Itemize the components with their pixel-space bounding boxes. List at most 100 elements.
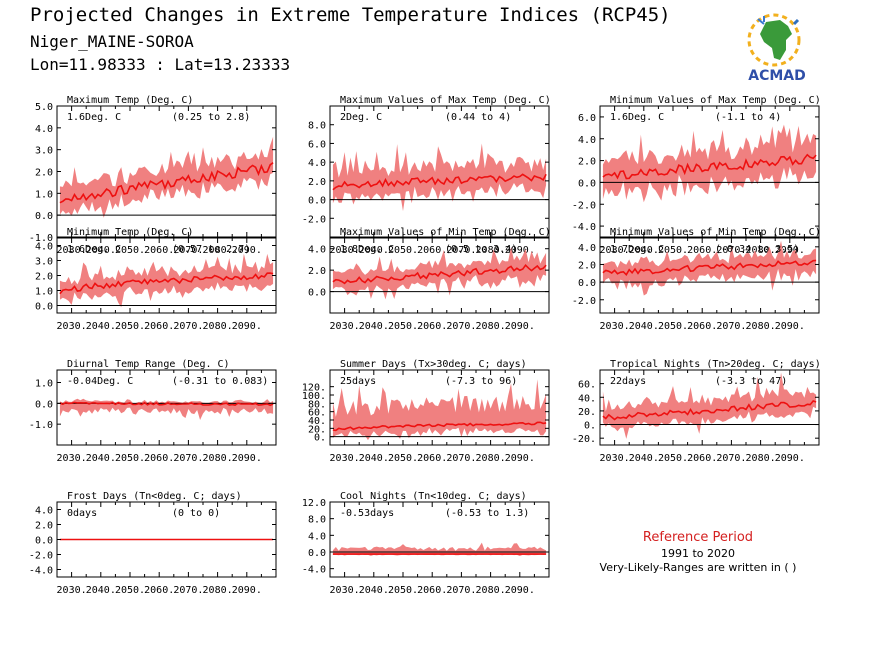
panel-title: Cool Nights (Tn<10deg. C; days) (340, 491, 527, 502)
x-tick-label: 2030. (57, 245, 87, 256)
y-tick-label: -2.0 (29, 551, 53, 562)
range-label: (-1.1 to 4) (715, 112, 781, 123)
range-label: (0.5 to 3.4) (445, 244, 517, 255)
x-tick-label: 2080. (476, 585, 506, 596)
reference-period-years: 1991 to 2020 (660, 547, 736, 560)
x-tick-label: 2050. (115, 453, 145, 464)
y-tick-label: 6.0 (308, 139, 326, 150)
x-tick-label: 2040. (86, 321, 116, 332)
y-tick-label: -2.0 (302, 214, 326, 225)
y-tick-label: 60. (578, 380, 596, 391)
y-tick-label: 0.0 (35, 536, 53, 547)
x-tick-label: 2030. (600, 453, 630, 464)
x-tick-label: 2060. (144, 245, 174, 256)
x-tick-label: 2090. (505, 453, 535, 464)
y-tick-label: 0.0 (578, 178, 596, 189)
y-tick-label: 100. (302, 391, 326, 402)
x-tick-label: 2060. (417, 453, 447, 464)
summary-label: -0.53days (340, 508, 394, 519)
y-tick-label: 20. (308, 424, 326, 435)
x-tick-label: 2090. (232, 321, 262, 332)
x-tick-label: 2060. (417, 585, 447, 596)
panel-title: Tropical Nights (Tn>20deg. C; days) (610, 359, 821, 370)
y-tick-label: 4.0 (35, 506, 53, 517)
x-tick-label: 2060. (687, 245, 717, 256)
plot-frame (329, 105, 550, 238)
x-tick-label: 2090. (232, 245, 262, 256)
summary-label: 1.8Deg. C (340, 244, 394, 255)
median-line (332, 421, 547, 432)
y-tick-label: 1.0 (35, 287, 53, 298)
y-tick-label: -2.0 (572, 200, 596, 211)
y-tick-label: 1.0 (35, 379, 53, 390)
x-tick-label: 2050. (388, 321, 418, 332)
panel-tr: -20. 0. 20. 40. 60. 2030. 2040. 2050. 2060. 2070.… (572, 359, 821, 464)
x-tick-label: 2070. (716, 453, 746, 464)
y-tick-label: 2.0 (578, 260, 596, 271)
x-tick-label: 2030. (330, 585, 360, 596)
median-line (59, 272, 274, 295)
median-line (602, 399, 817, 421)
x-tick-label: 2060. (417, 321, 447, 332)
y-tick-label: 0.0 (578, 278, 596, 289)
y-tick-label: 0.0 (308, 548, 326, 559)
y-tick-label: 0. (584, 421, 596, 432)
x-tick-label: 2070. (173, 453, 203, 464)
x-tick-label: 2060. (144, 453, 174, 464)
y-tick-label: 5.0 (35, 102, 53, 113)
summary-label: 0days (67, 508, 97, 519)
range-band (332, 542, 547, 557)
x-tick-label: 2050. (115, 245, 145, 256)
panel-title: Minimum Values of Max Temp (Deg. C) (610, 95, 821, 106)
y-tick-label: 0.0 (35, 211, 53, 222)
range-label: (0.44 to 4) (445, 112, 511, 123)
x-tick-label: 2050. (388, 453, 418, 464)
y-tick-label: 3.0 (35, 146, 53, 157)
x-tick-label: 2040. (629, 245, 659, 256)
median-line (602, 153, 817, 180)
y-tick-label: 2.0 (35, 521, 53, 532)
y-tick-label: 6.0 (578, 113, 596, 124)
x-tick-label: 2040. (86, 585, 116, 596)
x-tick-label: 2040. (359, 453, 389, 464)
x-tick-label: 2040. (86, 245, 116, 256)
y-tick-label: 2.0 (308, 266, 326, 277)
range-band (602, 372, 817, 439)
x-tick-label: 2090. (505, 245, 535, 256)
summary-label: 2Deg. C (340, 112, 382, 123)
y-tick-label: 4.0 (308, 531, 326, 542)
y-tick-label: 8.0 (308, 121, 326, 132)
range-band (332, 379, 547, 441)
median-line (602, 259, 817, 277)
range-label: (0.57 to 2.7) (172, 244, 250, 255)
panel-title: Minimum Values of Min Temp (Deg. C) (610, 227, 821, 238)
x-tick-label: 2090. (775, 321, 805, 332)
x-tick-label: 2090. (505, 585, 535, 596)
range-label: (-7.3 to 96) (445, 376, 517, 387)
y-tick-label: 2.0 (35, 272, 53, 283)
x-tick-label: 2080. (746, 453, 776, 464)
panel-title: Minimum Temp (Deg. C) (67, 227, 193, 238)
x-tick-label: 2060. (417, 245, 447, 256)
x-tick-label: 2040. (359, 321, 389, 332)
x-tick-label: 2030. (330, 245, 360, 256)
y-tick-label: 2.0 (35, 168, 53, 179)
y-tick-label: 8.0 (308, 515, 326, 526)
range-band (602, 124, 817, 203)
y-tick-label: 0.0 (35, 302, 53, 313)
panel-tx: -1.0 0.0 1.0 2.0 3.0 4.0 5.0 2030. 2040. 2050. 206… (29, 95, 277, 256)
y-tick-label: 0.0 (308, 196, 326, 207)
x-tick-label: 2060. (144, 321, 174, 332)
plot-frame (329, 237, 550, 314)
y-tick-label: -4.0 (572, 222, 596, 233)
plot-frame (329, 369, 550, 446)
x-tick-label: 2060. (144, 585, 174, 596)
x-tick-label: 2070. (173, 585, 203, 596)
y-tick-label: 0.0 (308, 288, 326, 299)
median-line (332, 173, 547, 191)
y-tick-label: 4.0 (308, 158, 326, 169)
summary-label: -0.04Deg. C (67, 376, 133, 387)
